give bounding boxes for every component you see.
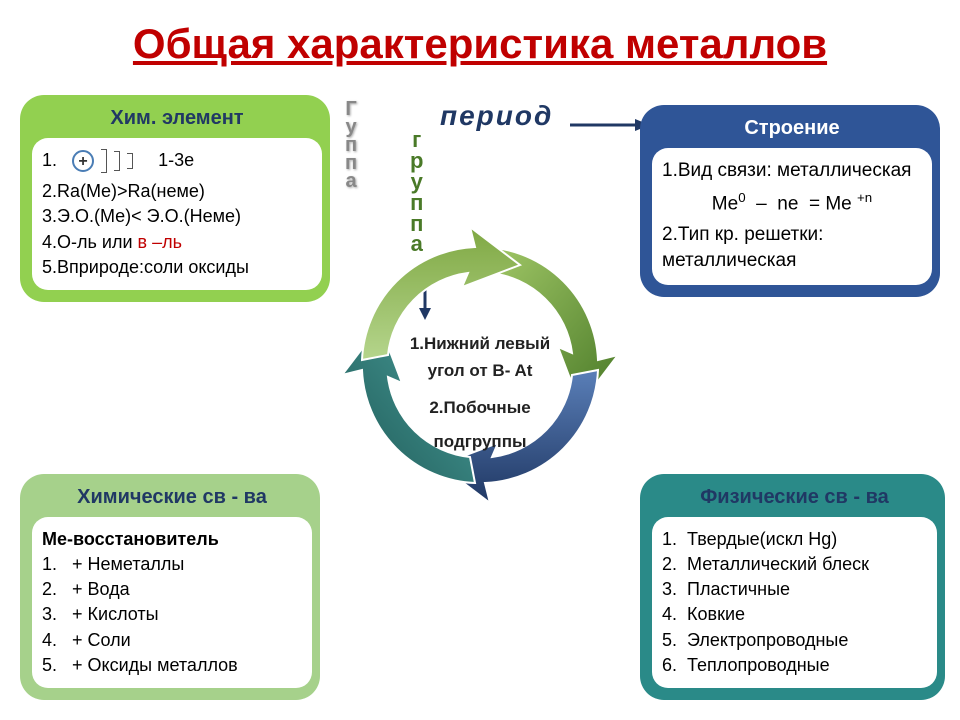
card-chem-properties: Химические св - ва Ме-восстановитель 1. … (20, 474, 320, 700)
card-phys-properties: Физические св - ва 1. Твердые(искл Hg) 2… (640, 474, 945, 700)
period-label: период (440, 100, 553, 132)
card-br-title: Физические св - ва (652, 486, 937, 509)
tr-row-1: 1.Вид связи: металлическая (662, 158, 922, 185)
center-line-1: 1.Нижний левый угол от B- At (390, 330, 570, 384)
br-item-6: 6. Теплопроводные (662, 653, 927, 678)
tr-row-2: Me0 – ne = Me +n (662, 189, 922, 218)
card-tl-title: Хим. элемент (32, 107, 322, 130)
br-item-1: 1. Твердые(искл Hg) (662, 527, 927, 552)
tl-row-2: 2.Ra(Me)>Ra(неме) (42, 179, 312, 204)
tr-row-3: 2.Тип кр. решетки: металлическая (662, 222, 922, 275)
card-tr-body: 1.Вид связи: металлическая Me0 – ne = Me… (652, 148, 932, 285)
br-item-5: 5. Электропроводные (662, 628, 927, 653)
bl-item-5: 5. + Оксиды металлов (42, 653, 302, 678)
card-bl-body: Ме-восстановитель 1. + Неметаллы 2. + Во… (32, 517, 312, 688)
card-bl-title: Химические св - ва (32, 486, 312, 509)
bl-item-3: 3. + Кислоты (42, 602, 302, 627)
center-line-2: 2.Побочные (390, 394, 570, 421)
tl-row-5: 5.Вприроде:соли оксиды (42, 255, 312, 280)
br-item-4: 4. Ковкие (662, 602, 927, 627)
br-item-3: 3. Пластичные (662, 577, 927, 602)
center-line-3: подгруппы (390, 428, 570, 455)
period-arrow-icon (570, 115, 650, 135)
main-title: Общая характеристика металлов (133, 20, 827, 68)
bl-item-1: 1. + Неметаллы (42, 552, 302, 577)
bl-item-2: 2. + Вода (42, 577, 302, 602)
group-label-shadow: Гуппа (345, 100, 357, 190)
card-tr-title: Строение (652, 117, 932, 140)
br-item-2: 2. Металлический блеск (662, 552, 927, 577)
card-br-body: 1. Твердые(искл Hg) 2. Металлический бле… (652, 517, 937, 688)
bl-item-4: 4. + Соли (42, 628, 302, 653)
tl-row-4: 4.О-ль или в –ль (42, 230, 312, 255)
tl-row-3: 3.Э.О.(Ме)< Э.О.(Неме) (42, 204, 312, 229)
card-chem-element: Хим. элемент 1. + 1-3е 2.Ra(Me)>Ra(неме)… (20, 95, 330, 302)
card-tl-body: 1. + 1-3е 2.Ra(Me)>Ra(неме) 3.Э.О.(Ме)< … (32, 138, 322, 290)
center-text: 1.Нижний левый угол от B- At 2.Побочные … (390, 330, 570, 455)
card-structure: Строение 1.Вид связи: металлическая Me0 … (640, 105, 940, 297)
tl-row-1: 1. + 1-3е (42, 148, 312, 173)
bl-subtitle: Ме-восстановитель (42, 527, 302, 552)
plus-circle-icon: + (72, 150, 94, 172)
